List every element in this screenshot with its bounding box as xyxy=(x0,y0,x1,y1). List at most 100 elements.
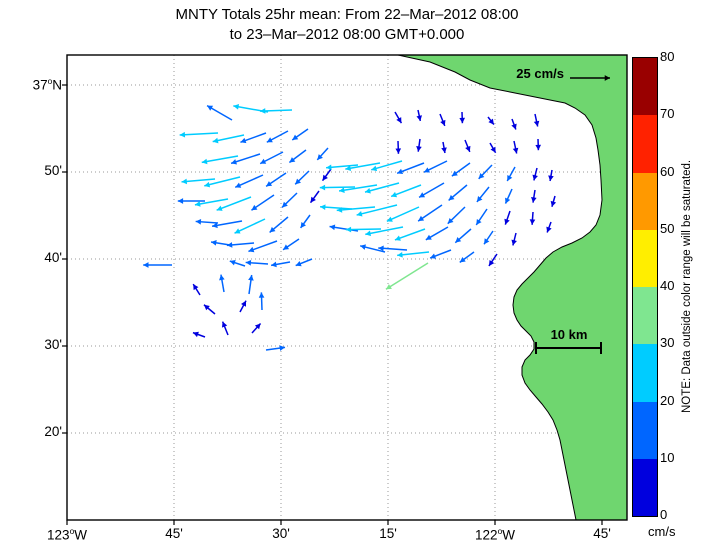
current-vector-head xyxy=(339,187,345,193)
current-vector-head xyxy=(448,194,455,201)
current-vector-head xyxy=(282,201,288,208)
current-vector-head xyxy=(271,261,277,268)
current-vector-head xyxy=(397,168,404,175)
current-vector-head xyxy=(251,204,258,211)
current-vector-head xyxy=(511,239,517,246)
current-vector-head xyxy=(254,323,261,330)
y-axis-tick-label: 37oN xyxy=(32,76,62,93)
current-vector xyxy=(390,184,422,198)
current-vector-head xyxy=(320,204,326,210)
current-vector-head xyxy=(440,119,446,126)
colorbar-band xyxy=(633,229,657,287)
x-axis-tick-label: 45' xyxy=(593,526,611,541)
current-vector-head xyxy=(336,207,343,213)
figure-title-line2: to 23–Mar–2012 08:00 GMT+0.000 xyxy=(229,26,465,43)
current-vector-head xyxy=(345,226,352,233)
colorbar-tick-label: 70 xyxy=(660,106,675,122)
current-vector-head xyxy=(219,274,225,281)
current-vector-head xyxy=(488,118,494,125)
current-vector xyxy=(338,184,378,192)
current-vector-head xyxy=(365,230,372,237)
current-vector-head xyxy=(533,120,540,127)
current-vector-head xyxy=(430,253,437,259)
current-vector-head xyxy=(441,147,447,154)
reference-arrow-head xyxy=(604,75,610,81)
current-vector-head xyxy=(204,181,211,188)
current-vector-head xyxy=(511,123,517,130)
current-vector-head xyxy=(203,304,210,311)
colorbar-tick-label: 80 xyxy=(660,49,675,64)
current-vector-head xyxy=(201,158,208,165)
y-axis-tick-label: 20' xyxy=(44,424,62,439)
current-vector-head xyxy=(289,157,296,163)
current-vector-head xyxy=(221,321,228,328)
colorbar-tick-label: 30 xyxy=(660,335,675,351)
current-vector xyxy=(386,206,420,223)
current-vector-head xyxy=(212,222,218,229)
colorbar-band xyxy=(633,58,657,116)
current-vector-head xyxy=(356,211,363,217)
current-vector xyxy=(385,262,429,290)
current-vector-head xyxy=(360,244,366,250)
current-vector-head xyxy=(531,196,537,203)
current-vector-head xyxy=(418,215,425,222)
current-vector-head xyxy=(177,198,184,204)
reference-arrow-label: 25 cm/s xyxy=(516,66,564,81)
colorbar-tick-label: 40 xyxy=(660,278,675,293)
colorbar-tick-label: 0 xyxy=(660,507,668,522)
current-vector-head xyxy=(416,146,422,152)
current-vector-head xyxy=(459,117,466,124)
y-axis-tick-label: 40' xyxy=(44,250,62,265)
current-vector-head xyxy=(425,234,432,240)
colorbar-band xyxy=(633,458,657,516)
current-vector-head xyxy=(235,182,242,188)
current-vector-head xyxy=(447,217,454,224)
current-vector xyxy=(319,186,356,189)
x-axis-tick-label: 122oW xyxy=(475,526,515,543)
x-axis-tick-label: 123oW xyxy=(47,526,87,543)
current-vector-head xyxy=(455,237,462,243)
current-vector-head xyxy=(329,224,336,231)
colorbar-band xyxy=(633,287,657,345)
y-axis-tick-label: 50' xyxy=(44,163,62,178)
current-vector-head xyxy=(317,154,323,160)
current-vector xyxy=(212,134,245,143)
current-vector-head xyxy=(546,226,552,233)
current-vector-head xyxy=(476,196,483,202)
current-vector-head xyxy=(207,105,214,111)
current-vector-head xyxy=(229,260,236,266)
current-vector-head xyxy=(260,158,267,164)
colorbar-band xyxy=(633,172,657,230)
current-vector-head xyxy=(504,218,510,225)
current-vector-head xyxy=(240,137,247,144)
current-vector-head xyxy=(529,219,536,225)
current-vector xyxy=(356,204,398,216)
speed-colorbar xyxy=(632,57,658,517)
current-vector-head xyxy=(394,235,401,241)
current-vector-head xyxy=(195,218,202,225)
current-vector-head xyxy=(245,259,252,266)
current-vector-head xyxy=(326,164,332,171)
colorbar-tick-label: 20 xyxy=(660,392,675,408)
current-vector xyxy=(181,178,216,183)
current-vector xyxy=(394,228,426,241)
figure-title-line1: MNTY Totals 25hr mean: From 22–Mar–2012 … xyxy=(175,6,519,23)
current-vector-head xyxy=(484,238,490,245)
current-vector-head xyxy=(507,174,513,181)
current-vector xyxy=(345,228,382,231)
current-vector-head xyxy=(395,148,402,154)
x-axis-tick-label: 30' xyxy=(272,526,290,541)
current-vector-head xyxy=(548,175,554,182)
current-vector-head xyxy=(512,147,519,154)
current-vector xyxy=(259,109,293,112)
current-vector xyxy=(345,162,381,170)
x-axis-tick-label: 45' xyxy=(165,526,183,541)
current-vector-head xyxy=(179,131,186,138)
y-axis-tick-label: 30' xyxy=(44,337,62,352)
current-vector-head xyxy=(371,165,378,172)
x-axis-tick-label: 15' xyxy=(379,526,397,541)
current-vector-head xyxy=(396,117,402,124)
plot-frame xyxy=(66,54,628,521)
current-vector-head xyxy=(248,246,255,253)
